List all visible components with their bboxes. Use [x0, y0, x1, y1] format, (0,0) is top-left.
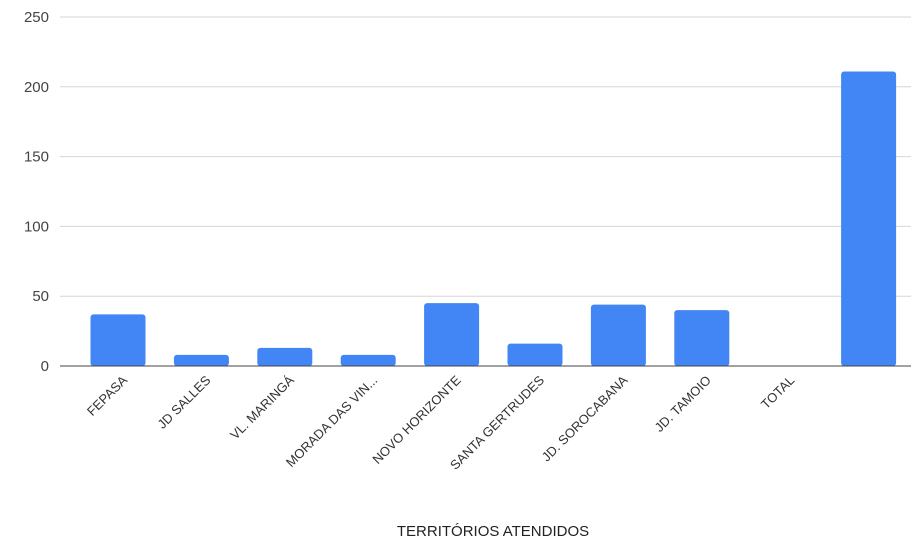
y-tick-label: 50 — [32, 288, 49, 305]
y-tick-label: 150 — [24, 149, 49, 166]
x-tick-label: SANTA GERTRUDES — [447, 372, 547, 472]
x-tick-label: TOTAL — [758, 373, 797, 412]
x-tick-label: NOVO HORIZONTE — [369, 372, 464, 467]
x-tick-label: JD. SOROCABANA — [539, 372, 631, 464]
y-tick-label: 100 — [24, 218, 49, 235]
bar — [590, 304, 646, 366]
y-tick-label: 200 — [24, 79, 49, 96]
bar — [90, 314, 146, 366]
bar — [340, 354, 396, 366]
x-tick-label: JD. TAMOIO — [652, 373, 714, 435]
x-axis-label: TERRITÓRIOS ATENDIDOS — [397, 523, 589, 540]
x-tick-label: MORADA DAS VIN... — [283, 373, 380, 470]
bar — [173, 354, 229, 366]
bar — [424, 303, 480, 366]
bars — [90, 71, 897, 366]
y-tick-label: 250 — [24, 9, 49, 26]
bar — [257, 347, 313, 366]
gridlines — [60, 16, 911, 297]
x-tick-label: VL. MARINGÁ — [227, 372, 297, 442]
x-tick-label: FEPASA — [84, 372, 130, 418]
bar — [674, 310, 730, 366]
bar — [507, 343, 563, 366]
y-axis-ticks: 0 50 100 150 200 250 — [24, 9, 49, 375]
x-tick-label: JD SALLES — [154, 372, 213, 431]
y-tick-label: 0 — [41, 358, 49, 375]
bar — [841, 71, 897, 366]
